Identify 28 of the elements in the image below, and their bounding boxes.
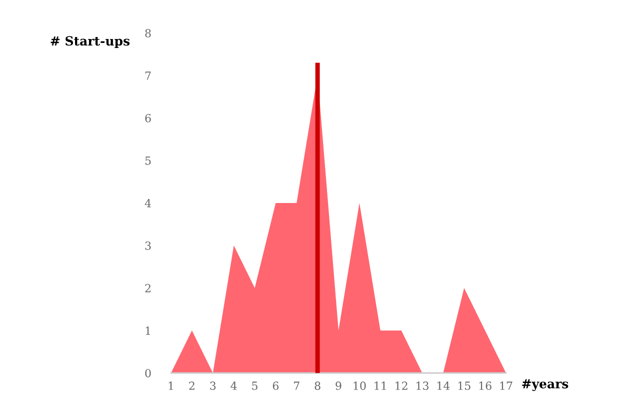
x-axis-title: #years bbox=[522, 379, 568, 392]
x-tick-label: 1 bbox=[168, 382, 173, 390]
x-tick-label: 14 bbox=[437, 382, 450, 390]
y-tick-label: 3 bbox=[145, 241, 151, 250]
x-tick-label: 8 bbox=[314, 382, 320, 390]
x-tick-label: 3 bbox=[210, 382, 216, 390]
y-tick-label: 1 bbox=[146, 326, 150, 335]
y-tick-label: 2 bbox=[145, 284, 150, 292]
x-tick-label: 9 bbox=[336, 382, 342, 390]
x-tick-label: 16 bbox=[479, 382, 492, 390]
x-tick-label: 13 bbox=[416, 382, 428, 390]
y-tick-label: 7 bbox=[145, 72, 151, 80]
y-tick-label: 8 bbox=[145, 28, 151, 38]
y-tick-label: 5 bbox=[145, 156, 151, 165]
x-tick-label: 4 bbox=[230, 382, 237, 390]
x-tick-label: 2 bbox=[189, 382, 194, 390]
x-tick-label: 5 bbox=[252, 382, 258, 390]
y-axis-title: # Start-ups bbox=[50, 36, 130, 48]
y-tick-label: 4 bbox=[144, 198, 151, 208]
x-tick-label: 11 bbox=[374, 382, 386, 390]
x-tick-label: 17 bbox=[500, 382, 512, 390]
x-tick-label: 15 bbox=[458, 382, 470, 390]
x-tick-label: 10 bbox=[354, 382, 366, 390]
x-tick-label: 12 bbox=[396, 382, 408, 390]
y-tick-label: 6 bbox=[145, 114, 151, 122]
y-tick-label: 0 bbox=[145, 368, 151, 378]
x-tick-label: 7 bbox=[294, 382, 300, 390]
x-tick-label: 6 bbox=[272, 382, 279, 390]
